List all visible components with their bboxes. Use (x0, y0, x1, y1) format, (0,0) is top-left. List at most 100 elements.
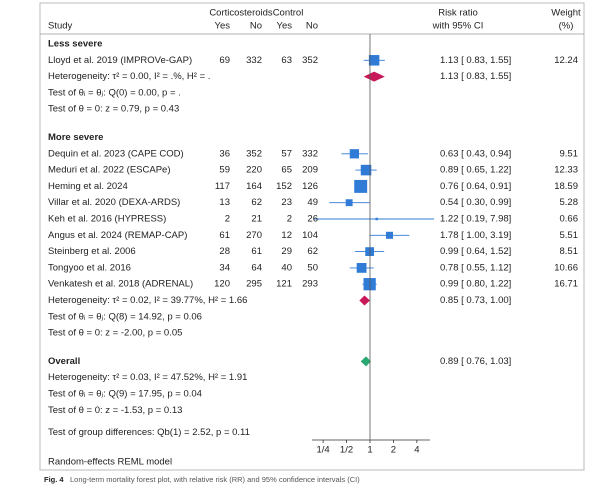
study-square (345, 199, 353, 207)
count-cell: 21 (251, 214, 262, 225)
yes2-header: Yes (277, 21, 293, 32)
study-header: Study (48, 21, 73, 32)
count-cell: 28 (219, 246, 230, 257)
ci-label: 0.76 [ 0.64, 0.91] (440, 181, 511, 192)
count-cell: 69 (219, 55, 230, 66)
group-test: Test of group differences: Qb(1) = 2.52,… (48, 427, 250, 438)
count-cell: 62 (251, 197, 262, 208)
study-name: Keh et al. 2016 (HYPRESS) (48, 214, 166, 225)
ci-label: 0.78 [ 0.55, 1.12] (440, 262, 511, 273)
x-tick-label: 1 (367, 445, 372, 456)
model-note: Random-effects REML model (48, 457, 172, 468)
ci-label: 1.78 [ 1.00, 3.19] (440, 230, 511, 241)
study-name: Lloyd et al. 2019 (IMPROVe-GAP) (48, 55, 192, 66)
count-cell: 59 (219, 165, 230, 176)
count-cell: 57 (281, 148, 292, 159)
count-cell: 63 (281, 55, 292, 66)
study-name: Angus et al. 2024 (REMAP-CAP) (48, 230, 187, 241)
count-cell: 120 (214, 279, 230, 290)
count-cell: 126 (302, 181, 318, 192)
count-cell: 23 (281, 197, 292, 208)
count-cell: 270 (246, 230, 262, 241)
no1-header: No (250, 21, 262, 32)
summary-diamond (359, 295, 370, 306)
weight-label: 5.28 (560, 197, 579, 208)
study-name: Steinberg et al. 2006 (48, 246, 136, 257)
ci-label: 0.63 [ 0.43, 0.94] (440, 148, 511, 159)
group2-header: Control (273, 8, 304, 19)
count-cell: 2 (225, 214, 230, 225)
count-cell: 13 (219, 197, 230, 208)
x-tick-label: 4 (414, 445, 419, 456)
study-square (354, 179, 368, 193)
count-cell: 2 (287, 214, 292, 225)
no2-header: No (306, 21, 318, 32)
count-cell: 36 (219, 148, 230, 159)
summary-ci-label: 1.13 [ 0.83, 1.55] (440, 71, 511, 82)
test-text: Test of θᵢ = θⱼ: Q(8) = 14.92, p = 0.06 (48, 311, 202, 322)
count-cell: 332 (246, 55, 262, 66)
ci-label: 0.99 [ 0.64, 1.52] (440, 246, 511, 257)
test-text: Test of θᵢ = θⱼ: Q(0) = 0.00, p = . (48, 87, 181, 98)
count-cell: 104 (302, 230, 318, 241)
study-name: Meduri et al. 2022 (ESCAPe) (48, 165, 171, 176)
ci-label: 0.89 [ 0.65, 1.22] (440, 165, 511, 176)
weight-unit-header: (%) (559, 21, 574, 32)
study-square (385, 231, 394, 239)
count-cell: 164 (246, 181, 262, 192)
study-name: Dequin et al. 2023 (CAPE COD) (48, 148, 184, 159)
count-cell: 61 (251, 246, 262, 257)
count-cell: 332 (302, 148, 318, 159)
weight-label: 12.24 (554, 55, 578, 66)
study-name: Venkatesh et al. 2018 (ADRENAL) (48, 279, 193, 290)
weight-label: 9.51 (560, 148, 579, 159)
ci-label: 0.99 [ 0.80, 1.22] (440, 279, 511, 290)
heterogeneity: Heterogeneity: τ² = 0.00, I² = .%, H² = … (48, 71, 210, 82)
study-square (375, 217, 378, 221)
test-text: Test of θᵢ = θⱼ: Q(9) = 17.95, p = 0.04 (48, 389, 202, 400)
group-name: Less severe (48, 39, 102, 50)
ci-label: 0.54 [ 0.30, 0.99] (440, 197, 511, 208)
x-tick-label: 1/2 (340, 445, 353, 456)
count-cell: 62 (307, 246, 318, 257)
count-cell: 61 (219, 230, 230, 241)
summary-ci-label: 0.89 [ 0.76, 1.03] (440, 356, 511, 367)
count-cell: 295 (246, 279, 262, 290)
weight-label: 10.66 (554, 262, 578, 273)
group1-header: Corticosteroids (209, 8, 273, 19)
count-cell: 40 (281, 262, 292, 273)
study-square (349, 149, 359, 159)
caption-label: Fig. 4 (44, 475, 64, 484)
weight-label: 5.51 (560, 230, 579, 241)
yes1-header: Yes (215, 21, 231, 32)
heterogeneity: Heterogeneity: τ² = 0.03, I² = 47.52%, H… (48, 372, 247, 383)
count-cell: 352 (302, 55, 318, 66)
study-square (360, 164, 372, 176)
count-cell: 26 (307, 214, 318, 225)
weight-label: 12.33 (554, 165, 578, 176)
weight-label: 18.59 (554, 181, 578, 192)
test-text: Test of θ = 0: z = -1.53, p = 0.13 (48, 405, 182, 416)
count-cell: 352 (246, 148, 262, 159)
overall-name: Overall (48, 356, 80, 367)
count-cell: 34 (219, 262, 230, 273)
count-cell: 65 (281, 165, 292, 176)
weight-label: 8.51 (560, 246, 579, 257)
count-cell: 152 (276, 181, 292, 192)
ci-label: 1.13 [ 0.83, 1.55] (440, 55, 511, 66)
heterogeneity: Heterogeneity: τ² = 0.02, I² = 39.77%, H… (48, 295, 247, 306)
summary-diamond (363, 71, 385, 82)
count-cell: 49 (307, 197, 318, 208)
weight-label: 16.71 (554, 279, 578, 290)
study-square (356, 263, 367, 273)
frame (39, 2, 585, 471)
x-tick-label: 2 (391, 445, 396, 456)
count-cell: 29 (281, 246, 292, 257)
ci-label: 1.22 [ 0.19, 7.98] (440, 214, 511, 225)
weight-label: 0.66 (560, 214, 579, 225)
study-name: Villar et al. 2020 (DEXA-ARDS) (48, 197, 180, 208)
count-cell: 50 (307, 262, 318, 273)
study-name: Heming et al. 2024 (48, 181, 128, 192)
